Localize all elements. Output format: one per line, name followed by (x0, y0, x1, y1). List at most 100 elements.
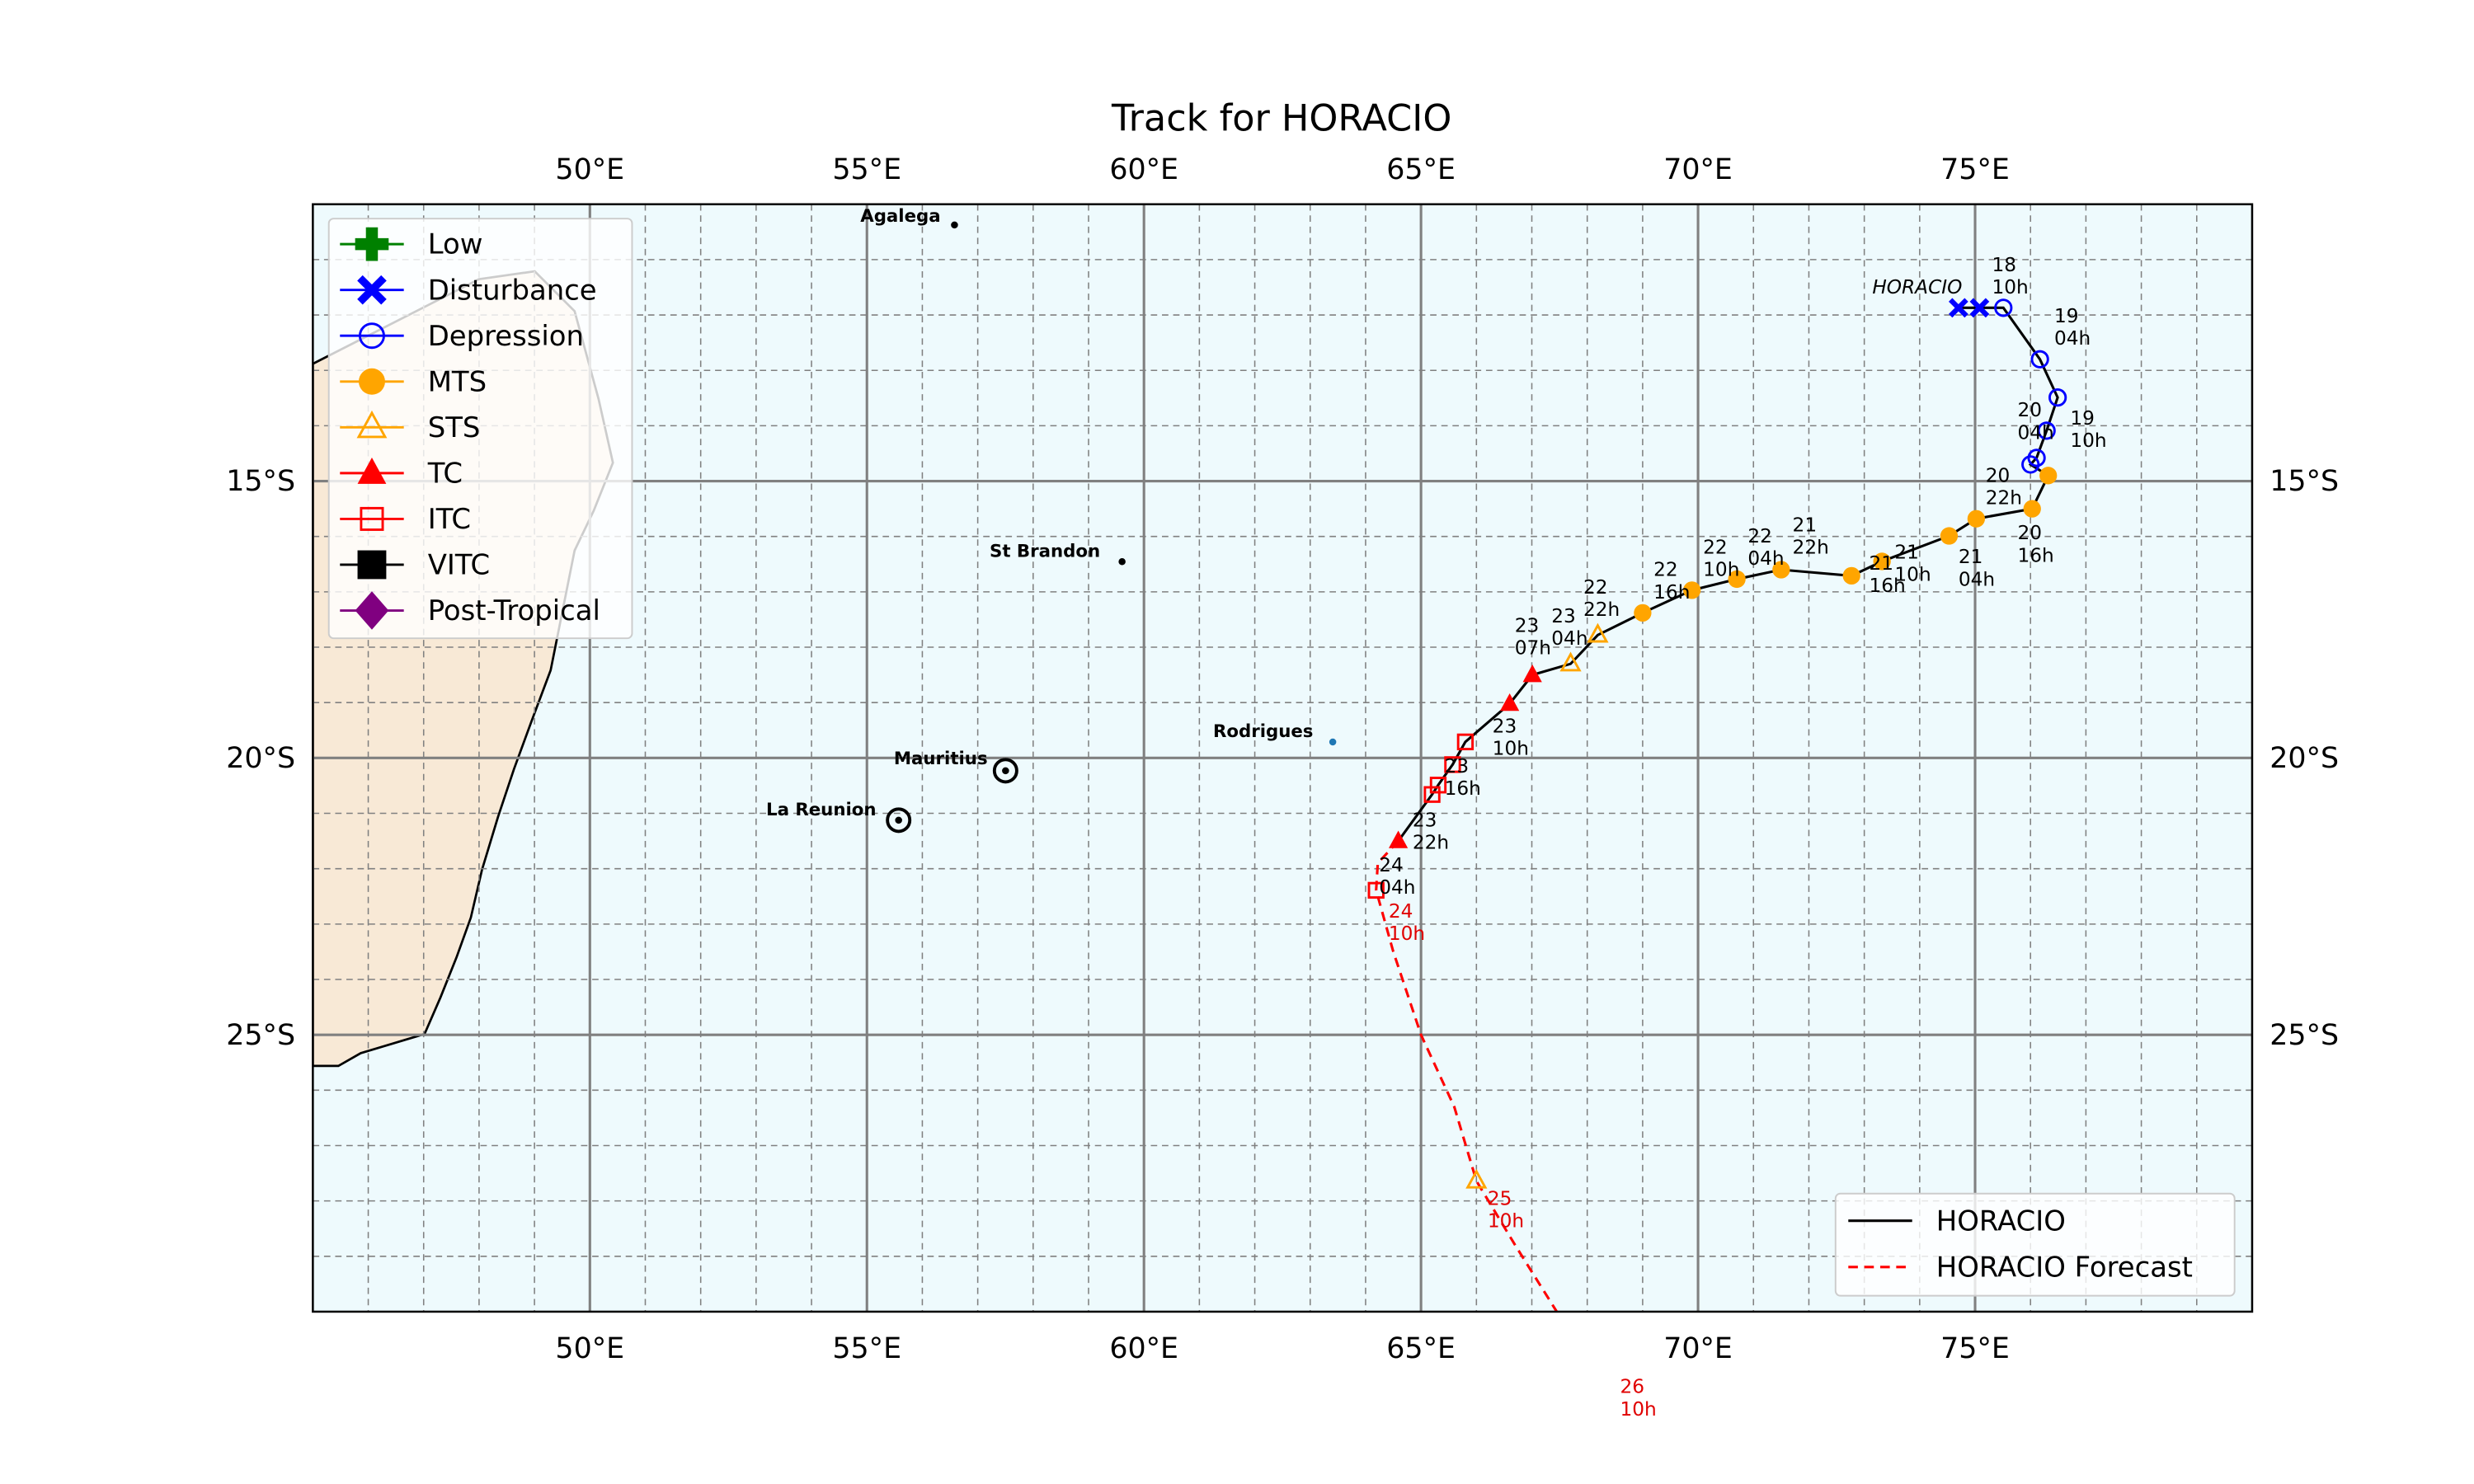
time-label-day: 21 (1959, 546, 1983, 568)
x-tick-label-bottom: 75°E (1940, 1332, 2010, 1365)
legend-label-low: Low (428, 228, 483, 261)
mts-marker (1772, 561, 1790, 579)
island-marker (1329, 738, 1337, 746)
mts-marker (2023, 500, 2041, 518)
itc-marker (1367, 881, 1385, 899)
tc-marker (357, 458, 387, 484)
legend-label: HORACIO (1936, 1205, 2066, 1237)
legend-label: HORACIO Forecast (1936, 1251, 2193, 1283)
legend-label-mts: MTS (428, 365, 487, 397)
time-label-day: 21 (1793, 514, 1818, 537)
low-marker (355, 227, 389, 261)
island-outline (886, 807, 912, 834)
time-label-day: 23 (1493, 715, 1517, 737)
disturbance-marker (1969, 298, 1990, 318)
time-label-hour: 22h (1793, 537, 1829, 559)
itc-marker (360, 506, 384, 531)
x-tick-label-top: 65°E (1386, 153, 1456, 186)
island-marker (951, 221, 958, 229)
time-label-hour: 07h (1515, 637, 1551, 660)
gridlines (313, 204, 2252, 1312)
y-tick-label-right: 15°S (2269, 465, 2339, 498)
mts-marker (359, 368, 385, 395)
time-label-day: 21 (1894, 541, 1919, 563)
mts-marker (1728, 570, 1746, 589)
time-label-hour: 04h (1747, 547, 1784, 570)
sts-marker (1587, 622, 1609, 643)
sts-marker (1465, 1168, 1488, 1189)
time-label-day: 22 (1583, 576, 1608, 599)
time-label-hour: 16h (1445, 777, 1481, 800)
x-tick-label-top: 55°E (832, 153, 901, 186)
time-label-hour: 04h (1551, 627, 1587, 650)
time-label-day: 20 (2017, 399, 2042, 421)
time-label-day: 23 (1413, 810, 1437, 832)
time-label-hour: 04h (2017, 421, 2053, 444)
x-tick-label-top: 70°E (1663, 153, 1733, 186)
legend-label-post: Post-Tropical (428, 594, 600, 627)
mts-marker (1634, 603, 1652, 622)
itc-marker (1444, 756, 1461, 773)
time-labels-layer: HORACIO1810h1904h1910h2004h2022h2016h210… (1379, 254, 2106, 1421)
time-label-hour: 16h (2017, 544, 2053, 566)
time-label-day: 24 (1389, 900, 1413, 923)
time-label-day: 26 (1620, 1376, 1645, 1398)
time-label-hour: 10h (1894, 564, 1931, 586)
disturbance-marker (1948, 298, 1968, 318)
x-tick-label-top: 50°E (555, 153, 624, 186)
legend-box (327, 218, 633, 640)
axis-ticks: 50°E 50°E 55°E 55°E 60°E 60°E 65°E 65°E 70°E 70°E… (226, 153, 2339, 1365)
y-tick-label-left: 25°S (226, 1019, 295, 1052)
post-tropical-marker (355, 591, 389, 630)
place-label: La Reunion (766, 800, 877, 820)
y-tick-label-left: 15°S (226, 465, 295, 498)
tracks-layer (1367, 298, 2067, 1312)
time-label-hour: 10h (1493, 737, 1529, 759)
time-label-hour: 04h (1959, 568, 1995, 590)
island-marker (895, 816, 902, 824)
x-tick-label-top: 75°E (1940, 153, 2010, 186)
forecast-track-line (1375, 840, 1559, 1312)
x-tick-label-bottom: 60°E (1109, 1332, 1178, 1365)
x-tick-label-top: 60°E (1109, 153, 1178, 186)
time-label-day: 23 (1551, 605, 1576, 627)
mts-marker (1940, 527, 1959, 545)
plot-frame (312, 203, 2254, 1313)
mts-marker (2039, 467, 2058, 485)
island-outline (992, 758, 1018, 784)
time-label-day: 22 (1747, 525, 1772, 547)
sts-marker (356, 410, 388, 439)
x-tick-label-bottom: 55°E (832, 1332, 901, 1365)
depression-marker (2048, 388, 2067, 407)
time-label-day: 23 (1445, 755, 1470, 777)
time-label-day: 25 (1488, 1187, 1512, 1209)
time-label-hour: 04h (2054, 327, 2091, 350)
time-label-day: 22 (1703, 537, 1728, 559)
x-tick-label-bottom: 70°E (1663, 1332, 1733, 1365)
time-label-hour: 04h (1379, 876, 1415, 899)
time-label-day: 21 (1869, 552, 1893, 575)
storm-name-label: HORACIO (1872, 276, 1962, 298)
depression-marker (1994, 298, 2013, 317)
time-label-hour: 10h (1389, 923, 1425, 945)
time-label-hour: 10h (1992, 276, 2028, 298)
legend-label-itc: ITC (428, 503, 471, 535)
island-marker (1002, 767, 1009, 775)
mts-marker (1967, 510, 1986, 528)
sts-marker (1559, 651, 1582, 672)
category-legend: Low Disturbance Depression MTS STS TC ITC VITC P… (327, 218, 633, 640)
line-legend: HORACIO HORACIO Forecast (1834, 1192, 2236, 1297)
time-label-day: 19 (2054, 305, 2079, 327)
y-tick-label-right: 20°S (2269, 742, 2339, 775)
mts-marker (1842, 566, 1860, 585)
legend-box (1834, 1192, 2236, 1297)
time-label-hour: 10h (1620, 1398, 1657, 1421)
legend-label-depression: Depression (428, 320, 584, 352)
time-label-hour: 22h (1583, 599, 1620, 621)
island-marker (1118, 558, 1126, 566)
place-label: St Brandon (990, 541, 1100, 561)
time-label-day: 20 (2017, 522, 2042, 544)
depression-marker (2037, 421, 2056, 440)
x-tick-label-bottom: 50°E (555, 1332, 624, 1365)
